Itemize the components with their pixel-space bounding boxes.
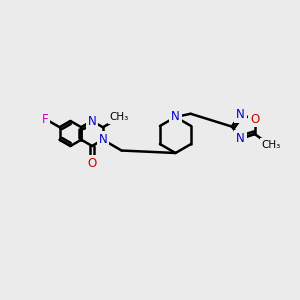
Text: O: O: [88, 157, 97, 170]
Text: CH₃: CH₃: [262, 140, 281, 150]
Text: N: N: [171, 110, 180, 124]
Text: F: F: [42, 112, 49, 125]
Text: N: N: [98, 133, 107, 146]
Text: N: N: [236, 132, 245, 145]
Text: N: N: [88, 115, 97, 128]
Text: CH₃: CH₃: [110, 112, 129, 122]
Text: O: O: [250, 113, 259, 126]
Text: N: N: [236, 108, 245, 121]
